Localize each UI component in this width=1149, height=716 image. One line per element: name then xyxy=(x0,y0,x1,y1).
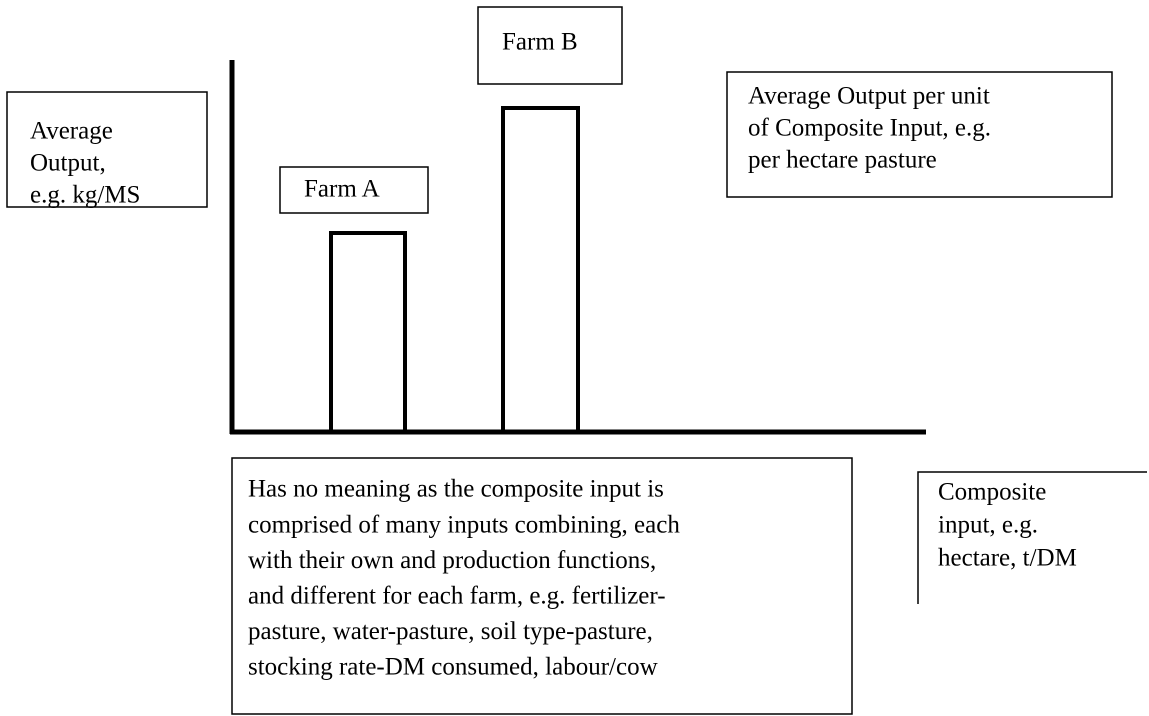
note-text: pasture, water-pasture, soil type-pastur… xyxy=(248,618,653,645)
note-text: Has no meaning as the composite input is xyxy=(248,476,664,503)
note-text: Average Output per unit xyxy=(748,83,990,110)
note-top-box xyxy=(726,71,1113,198)
y-axis-label: e.g. kg/MS xyxy=(30,182,140,209)
bar-a xyxy=(329,231,407,434)
x-label-box xyxy=(917,471,1147,604)
x-axis-label: hectare, t/DM xyxy=(938,545,1077,572)
note-text: stocking rate-DM consumed, labour/cow xyxy=(248,654,658,681)
y-label-box xyxy=(6,91,208,208)
farm-b-box xyxy=(477,6,623,85)
farm-a-box xyxy=(279,166,429,214)
note-text: and different for each farm, e.g. fertil… xyxy=(248,583,666,610)
note-text: of Composite Input, e.g. xyxy=(748,115,991,142)
bar-label: Farm B xyxy=(502,29,578,56)
note-text: per hectare pasture xyxy=(748,147,937,174)
note-text: with their own and production functions, xyxy=(248,547,656,574)
x-axis-label: Composite xyxy=(938,479,1046,506)
bar-label: Farm A xyxy=(304,176,380,203)
y-axis-label: Average xyxy=(30,118,113,145)
note-text: comprised of many inputs combining, each xyxy=(248,511,680,538)
x-axis-label: input, e.g. xyxy=(938,512,1038,539)
bar-b xyxy=(501,106,580,434)
note-bottom-box xyxy=(231,457,853,715)
y-axis-label: Output, xyxy=(30,150,106,177)
